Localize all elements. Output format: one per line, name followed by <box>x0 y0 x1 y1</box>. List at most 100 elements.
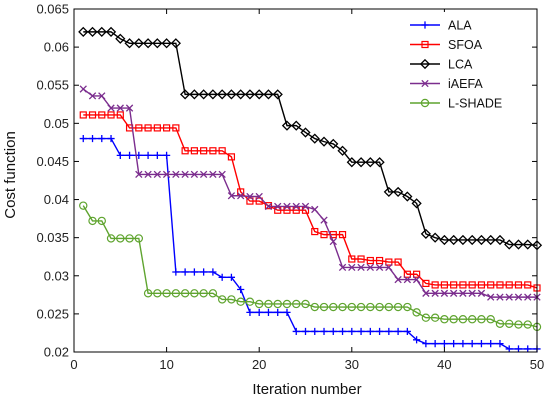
data-point-ala <box>79 134 87 143</box>
data-point-lca <box>217 89 228 100</box>
data-point-ala <box>172 268 180 276</box>
data-point-ala <box>514 345 523 353</box>
legend-marker-iaefa <box>421 79 429 88</box>
data-point-ala <box>440 340 448 348</box>
data-point-ala <box>209 268 217 276</box>
data-point-iaefa <box>348 263 356 272</box>
data-point-l-shade <box>292 299 301 309</box>
data-point-l-shade <box>301 299 310 309</box>
data-point-ala <box>375 327 384 336</box>
data-point-l-shade <box>440 315 449 324</box>
data-point-lca <box>504 239 515 250</box>
data-point-lca <box>392 186 404 198</box>
data-point-iaefa <box>135 170 143 179</box>
data-point-lca <box>272 89 283 100</box>
data-point-ala <box>459 340 467 348</box>
data-point-l-shade <box>88 216 97 226</box>
data-point-l-shade <box>486 315 495 324</box>
data-point-l-shade <box>366 302 375 312</box>
data-point-sfoa <box>487 281 495 289</box>
data-point-lca <box>281 120 293 131</box>
data-point-l-shade <box>227 295 236 304</box>
data-point-sfoa <box>209 147 217 155</box>
data-point-l-shade <box>153 289 162 298</box>
data-point-ala <box>246 308 254 316</box>
series-layer <box>78 26 543 353</box>
data-point-lca <box>383 186 394 198</box>
data-point-l-shade <box>449 315 458 324</box>
data-point-ala <box>200 268 208 276</box>
data-point-lca <box>105 26 117 37</box>
data-point-l-shade <box>356 302 366 312</box>
data-point-iaefa <box>496 293 504 301</box>
data-point-sfoa <box>524 281 532 289</box>
data-point-iaefa <box>505 293 513 301</box>
data-point-sfoa <box>459 281 467 289</box>
y-tick-label: 0.02 <box>44 345 69 360</box>
legend-entry-lca: LCA <box>410 58 473 72</box>
data-point-iaefa <box>385 263 393 272</box>
data-point-ala <box>274 308 282 316</box>
data-point-l-shade <box>217 295 227 304</box>
legend-label-sfoa: SFOA <box>448 38 483 52</box>
data-point-l-shade <box>329 302 338 312</box>
data-point-ala <box>88 134 97 143</box>
data-point-ala <box>320 327 328 336</box>
data-point-lca <box>513 239 524 250</box>
data-point-lca <box>244 89 256 100</box>
data-point-lca <box>78 26 89 37</box>
legend: ALA SFOA LCA iAEFA L-SHADE <box>404 12 532 118</box>
data-point-iaefa <box>431 289 439 297</box>
x-tick-label: 50 <box>530 357 544 372</box>
data-point-sfoa <box>144 124 152 132</box>
data-point-lca <box>291 120 302 131</box>
data-point-sfoa <box>264 202 273 210</box>
data-point-iaefa <box>209 170 217 179</box>
data-point-ala <box>144 151 152 159</box>
data-point-ala <box>422 340 430 348</box>
data-point-sfoa <box>496 281 504 289</box>
data-point-sfoa <box>153 124 161 132</box>
plot-frame <box>73 8 538 353</box>
data-point-iaefa <box>514 293 523 301</box>
data-point-ala <box>468 340 476 348</box>
axes-layer: 0 10 20 30 40 50 0.02 0.025 0.03 0.035 0.04 0.045 0.… <box>36 2 544 373</box>
data-point-lca <box>309 133 320 144</box>
y-tick-label: 0.025 <box>36 306 69 321</box>
data-point-lca <box>448 234 459 246</box>
data-point-l-shade <box>171 289 181 298</box>
data-point-l-shade <box>180 289 190 298</box>
data-point-lca <box>170 38 181 49</box>
data-point-ala <box>505 345 513 353</box>
data-point-l-shade <box>430 313 440 322</box>
data-point-sfoa <box>107 111 115 119</box>
data-point-l-shade <box>255 299 264 309</box>
data-point-iaefa <box>422 289 430 297</box>
data-point-sfoa <box>357 255 365 263</box>
data-point-sfoa <box>403 270 411 278</box>
data-point-ala <box>385 327 393 336</box>
data-point-ala <box>311 327 319 336</box>
data-point-sfoa <box>514 281 523 289</box>
legend-marker-ala <box>421 21 429 29</box>
data-point-l-shade <box>523 320 532 329</box>
series-line-sfoa <box>83 114 538 289</box>
data-point-iaefa <box>468 289 476 297</box>
y-tick-label: 0.065 <box>36 2 69 17</box>
data-point-iaefa <box>98 92 106 100</box>
data-point-lca <box>235 89 246 100</box>
data-point-ala <box>301 327 310 336</box>
data-point-ala <box>264 308 273 316</box>
data-point-lca <box>87 26 98 37</box>
data-point-ala <box>338 327 347 336</box>
legend-label-ala: ALA <box>448 19 472 33</box>
data-point-l-shade <box>458 315 468 324</box>
data-point-iaefa <box>199 170 208 179</box>
data-point-iaefa <box>153 170 161 179</box>
legend-entry-sfoa: SFOA <box>410 38 483 52</box>
data-point-lca <box>328 138 339 150</box>
data-point-l-shade <box>264 299 273 309</box>
data-point-l-shade <box>236 297 245 306</box>
x-tick-label: 30 <box>345 357 359 372</box>
data-point-lca <box>430 232 441 243</box>
